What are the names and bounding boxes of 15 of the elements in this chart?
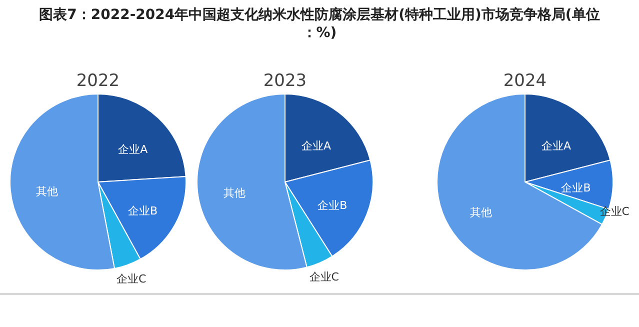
chart-subtitle: 2023: [263, 71, 307, 91]
slice-label: 企业B: [318, 198, 348, 212]
chart-subtitle: 2022: [76, 71, 120, 91]
slice-label: 其他: [223, 186, 246, 200]
slice-label: 企业A: [302, 140, 332, 153]
slice-label: 企业B: [561, 182, 591, 195]
slice-label: 企业A: [542, 140, 572, 153]
slice-label: 企业C: [309, 270, 340, 284]
slice-label: 其他: [470, 206, 492, 219]
chart-subtitle: 2024: [503, 71, 547, 91]
slice-label: 企业C: [116, 272, 147, 286]
text: 图表7：2022-2024年中国超支化纳米水性防腐涂层基材(特种工业用)市场竞争格局(单位：%): [39, 6, 600, 41]
slice-label: 企业B: [128, 204, 158, 218]
slice-label: 其他: [36, 184, 58, 198]
slice-label: 企业A: [118, 142, 148, 156]
